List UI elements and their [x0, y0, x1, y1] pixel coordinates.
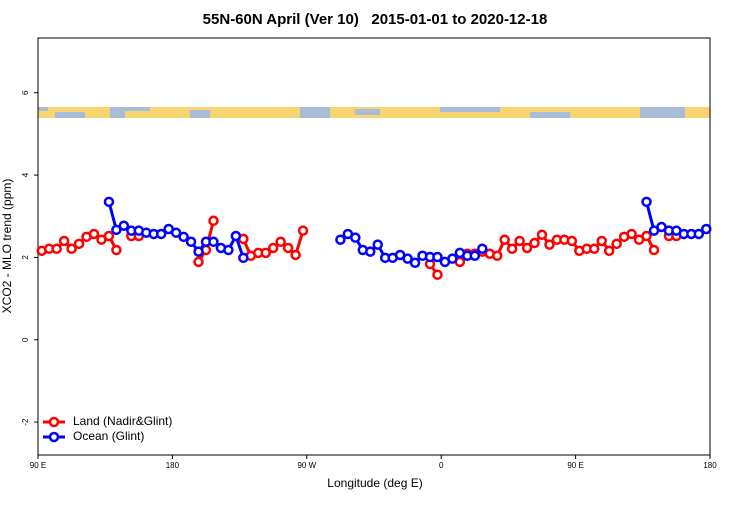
data-point — [51, 243, 62, 255]
plot-frame — [37, 37, 711, 456]
data-point — [701, 223, 712, 235]
x-axis-label: Longitude (deg E) — [327, 476, 422, 490]
data-point — [536, 229, 548, 241]
data-point — [409, 257, 421, 269]
data-point — [118, 220, 130, 231]
data-point — [155, 228, 167, 240]
y-tick-label: 4 — [21, 172, 30, 177]
data-point — [566, 235, 578, 247]
data-point — [491, 250, 503, 262]
data-point — [521, 242, 533, 254]
data-point — [297, 225, 309, 236]
data-point — [208, 215, 219, 227]
data-point — [477, 243, 488, 255]
data-point — [58, 235, 70, 247]
data-point — [73, 238, 85, 250]
x-tick-label: 180 — [703, 461, 717, 470]
data-point — [432, 251, 443, 263]
y-tick-label: 0 — [21, 337, 30, 342]
data-point — [648, 244, 660, 256]
data-point — [223, 244, 234, 256]
x-tick-label: 180 — [166, 461, 180, 470]
data-point — [335, 234, 346, 245]
data-point — [641, 196, 652, 208]
data-point — [111, 224, 122, 236]
data-point — [88, 228, 100, 240]
data-point — [611, 238, 622, 250]
map-strip — [38, 107, 710, 118]
data-point — [432, 269, 443, 280]
data-point — [350, 232, 361, 243]
data-point — [693, 228, 705, 240]
data-point — [178, 231, 189, 243]
y-axis-label: XCO2 - MLO trend (ppm) — [0, 179, 14, 314]
data-point — [499, 234, 510, 245]
data-point — [290, 249, 301, 261]
y-tick-label: -2 — [21, 418, 30, 426]
data-point — [111, 244, 122, 256]
x-tick-label: 90 W — [297, 461, 316, 470]
data-point — [514, 235, 525, 247]
data-point — [103, 196, 115, 208]
data-point — [282, 242, 294, 254]
data-point — [170, 227, 182, 238]
x-tick-label: 0 — [439, 461, 444, 470]
y-tick-label: 6 — [21, 90, 30, 95]
data-point — [365, 246, 376, 257]
x-tick-label: 90 E — [567, 461, 583, 470]
x-tick-label: 90 E — [30, 461, 46, 470]
data-point — [238, 252, 249, 264]
data-point — [66, 243, 77, 255]
data-point — [193, 256, 204, 268]
data-point — [641, 230, 652, 242]
data-point — [626, 228, 637, 240]
data-point — [589, 243, 600, 255]
data-point — [103, 230, 115, 242]
data-point — [193, 246, 204, 257]
legend-marker — [48, 431, 60, 443]
data-point — [275, 236, 286, 248]
data-point — [544, 239, 555, 250]
data-point — [596, 235, 607, 247]
legend-label: Ocean (Glint) — [73, 429, 144, 443]
chart-title: 55N-60N April (Ver 10) 2015-01-01 to 202… — [203, 11, 548, 28]
data-point — [402, 253, 413, 264]
legend: Land (Nadir&Glint)Ocean (Glint) — [43, 414, 172, 443]
data-point — [267, 242, 279, 254]
legend-label: Land (Nadir&Glint) — [73, 414, 172, 428]
data-point — [603, 245, 615, 257]
data-point — [372, 239, 383, 250]
data-point — [529, 237, 540, 249]
data-point — [260, 247, 271, 259]
data-point — [208, 236, 219, 248]
data-point — [185, 236, 197, 248]
legend-marker — [48, 416, 60, 428]
data-point — [506, 243, 518, 255]
data-point — [469, 250, 481, 262]
data-point — [230, 230, 242, 242]
data-point — [447, 253, 458, 264]
y-tick-label: 2 — [21, 255, 30, 260]
